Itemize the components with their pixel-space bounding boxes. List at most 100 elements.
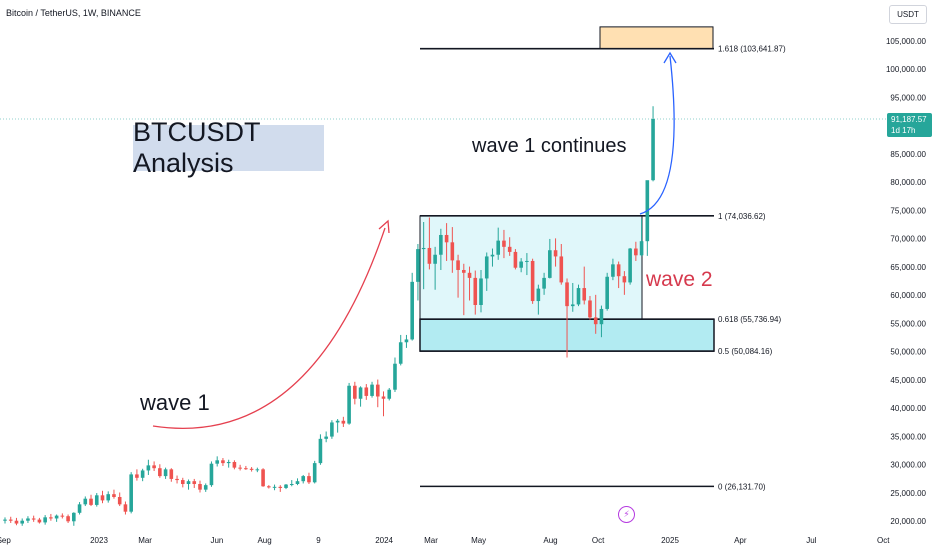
x-axis-tick-label: Jun — [210, 536, 223, 545]
candle-body — [318, 438, 323, 464]
candle-body — [588, 300, 592, 318]
target-zone — [599, 26, 714, 50]
candle-body — [289, 484, 294, 486]
candle-body — [542, 277, 546, 289]
candle-body — [507, 246, 512, 252]
candle-body — [192, 481, 197, 485]
candle-body — [473, 277, 478, 305]
candle-body — [398, 342, 403, 364]
wave2-label: wave 2 — [646, 268, 713, 291]
currency-button[interactable]: USDT — [889, 5, 927, 24]
symbol-label: Bitcoin / TetherUS, 1W, BINANCE — [6, 8, 141, 18]
candle-body — [462, 269, 466, 273]
candle-body — [106, 494, 111, 501]
candle-body — [14, 520, 19, 524]
x-axis-tick-label: Apr — [734, 536, 747, 545]
candle-body — [370, 384, 374, 396]
y-axis-tick-label: 35,000.00 — [890, 432, 926, 441]
fib-level-label: 1 (74,036.62) — [718, 212, 766, 221]
candle-body — [513, 251, 518, 268]
y-axis-tick-label: 75,000.00 — [890, 206, 926, 215]
y-axis-tick-label: 40,000.00 — [890, 404, 926, 413]
candle-body — [525, 260, 529, 262]
projection-arrow — [639, 55, 675, 215]
x-axis-tick-label: Aug — [257, 536, 271, 545]
candle-body — [634, 248, 638, 256]
y-axis-tick-label: 60,000.00 — [890, 291, 926, 300]
candle-body — [358, 387, 363, 399]
fib-level-label: 0 (26,131.70) — [718, 482, 766, 491]
candle-body — [490, 254, 495, 257]
candle-body — [152, 465, 156, 469]
candle-body — [77, 504, 82, 513]
x-axis-tick-label: 2023 — [90, 536, 108, 545]
fib-level-label: 1.618 (103,641.87) — [718, 45, 786, 54]
candle-body — [43, 517, 47, 523]
x-axis-tick-label: Oct — [877, 536, 890, 545]
candle-body — [140, 470, 145, 478]
candle-body — [244, 468, 248, 470]
candle-body — [158, 468, 162, 477]
candle-body — [479, 278, 483, 305]
candle-body — [198, 484, 202, 490]
y-axis-tick-label: 105,000.00 — [886, 37, 927, 46]
y-axis-tick-label: 50,000.00 — [890, 348, 926, 357]
x-axis-tick-label: May — [471, 536, 486, 545]
y-axis-tick-label: 70,000.00 — [890, 235, 926, 244]
candle-body — [559, 256, 564, 283]
candle-body — [37, 519, 42, 523]
candle-body — [450, 242, 455, 261]
y-axis-tick-label: 85,000.00 — [890, 150, 926, 159]
candle-body — [628, 248, 632, 283]
candle-body — [209, 463, 214, 486]
candle-body — [66, 516, 70, 522]
candle-body — [548, 250, 552, 278]
x-axis-tick-label: 2024 — [375, 536, 393, 545]
candle-body — [261, 469, 265, 487]
current-price-value: 91,187.57 — [891, 115, 927, 124]
candle-body — [484, 256, 489, 279]
wave1-label: wave 1 — [140, 390, 210, 415]
candle-body — [433, 254, 437, 264]
candle-body — [467, 272, 472, 278]
candle-body — [444, 234, 449, 243]
x-axis-tick-label: Mar — [138, 536, 152, 545]
candle-body — [255, 469, 260, 471]
x-axis-tick-label: 2025 — [661, 536, 679, 545]
candle-body — [375, 384, 380, 397]
candle-body — [238, 467, 242, 469]
candle-body — [364, 387, 369, 396]
candle-countdown: 1d 17h — [891, 126, 916, 135]
lightning-bolt-icon[interactable]: ⚡ — [618, 506, 635, 523]
candle-body — [324, 436, 328, 439]
candle-body — [330, 422, 334, 437]
candle-body — [536, 288, 541, 302]
candle-body — [54, 515, 59, 519]
candle-body — [599, 308, 604, 325]
x-axis-tick-label: Aug — [543, 536, 557, 545]
candle-body — [502, 240, 506, 247]
y-axis-tick-label: 55,000.00 — [890, 319, 926, 328]
candle-body — [94, 495, 99, 505]
candle-body — [416, 249, 420, 282]
analysis-title-text: BTCUSDT Analysis — [133, 117, 261, 178]
candle-body — [312, 463, 317, 483]
y-axis-tick-label: 80,000.00 — [890, 178, 926, 187]
candle-body — [381, 396, 386, 399]
candle-body — [421, 247, 426, 250]
candle-body — [582, 288, 587, 301]
candle-body — [496, 240, 501, 255]
candle-body — [301, 476, 306, 482]
candle-body — [117, 497, 122, 505]
candle-body — [163, 469, 168, 477]
candle-body — [100, 495, 105, 501]
y-axis-tick-label: 65,000.00 — [890, 263, 926, 272]
candle-body — [26, 518, 30, 521]
fib-level-label: 0.5 (50,084.16) — [718, 347, 773, 356]
candle-body — [267, 486, 271, 488]
x-axis-tick-label: Jul — [806, 536, 816, 545]
fib-level-label: 0.618 (55,736.94) — [718, 315, 781, 324]
x-axis-tick-label: Mar — [424, 536, 438, 545]
candle-body — [83, 498, 88, 505]
